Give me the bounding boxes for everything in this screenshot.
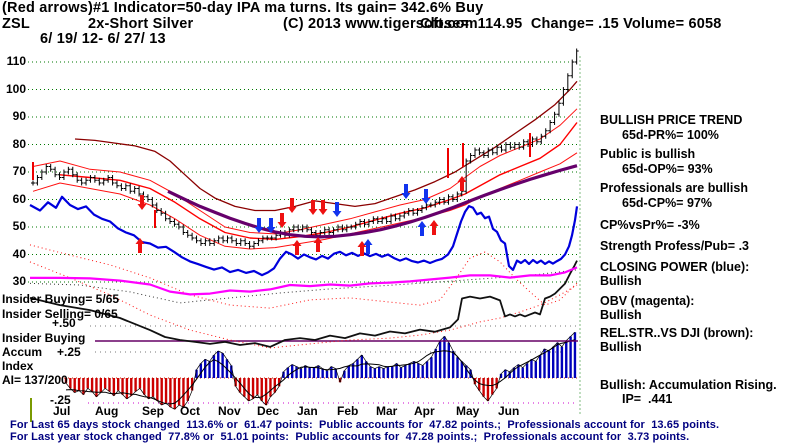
- obv-dotted-band: [29, 269, 578, 304]
- red-down-arrowhead: [308, 209, 318, 215]
- left-label-4: Accum: [2, 345, 43, 359]
- price-tick-70: 70: [12, 164, 26, 178]
- blue-down-arrowhead: [421, 198, 431, 204]
- panel-line-7: Strength Profess/Pub= .3: [600, 239, 749, 253]
- red-up-arrowhead: [357, 241, 367, 247]
- red-down-arrowhead: [287, 207, 297, 213]
- left-label-3: Insider Buying: [2, 331, 86, 345]
- left-label-7: AI= 137/200: [2, 373, 68, 387]
- panel-line-15: IP= .441: [622, 392, 673, 406]
- blue-up-arrowhead: [363, 239, 373, 245]
- panel-line-13: Bullish: [600, 340, 642, 354]
- obv-line: [30, 266, 578, 296]
- panel-line-0: BULLISH PRICE TREND: [600, 113, 743, 127]
- blue-down-arrowhead: [266, 227, 276, 233]
- price-tick-100: 100: [5, 81, 26, 96]
- copyright: (C) 2013 www.tigersoft.com: [283, 16, 478, 32]
- panel-line-5: 65d-CP%= 97%: [622, 196, 712, 210]
- panel-line-12: REL.STR..VS DJI (brown):: [600, 326, 754, 340]
- ticker-symbol: ZSL: [2, 16, 30, 32]
- date-range: 6/ 19/ 12- 6/ 27/ 13: [40, 31, 166, 47]
- panel-line-8: CLOSING POWER (blue):: [600, 260, 750, 274]
- red-up-arrowhead: [313, 237, 323, 243]
- accum-ma-line: [65, 339, 576, 405]
- red-up-arrowhead: [135, 238, 145, 244]
- price-band-upper: [32, 108, 578, 235]
- panel-line-4: Professionals are bullish: [600, 181, 748, 195]
- month-label-dec: Dec: [257, 404, 280, 418]
- month-label-oct: Oct: [180, 404, 201, 418]
- month-label-sep: Sep: [142, 404, 165, 418]
- red-up-arrowhead: [292, 240, 302, 246]
- month-label-apr: Apr: [414, 404, 435, 418]
- ma200-purple-line: [167, 164, 578, 239]
- panel-line-1: 65d-PR%= 100%: [622, 128, 719, 142]
- panel-line-11: Bullish: [600, 308, 642, 322]
- month-label-feb: Feb: [337, 404, 359, 418]
- panel-line-10: OBV (magenta):: [600, 294, 695, 308]
- blue-up-arrowhead: [417, 221, 427, 227]
- month-label-jul: Jul: [53, 404, 71, 418]
- left-label-2: +.50: [52, 316, 76, 330]
- month-label-aug: Aug: [95, 404, 119, 418]
- red-down-arrowhead: [137, 204, 147, 210]
- left-label-0: Insider Buying= 5/65: [2, 292, 120, 306]
- panel-line-6: CP%vsPr%= -3%: [600, 218, 700, 232]
- left-label-6: Index: [2, 359, 34, 373]
- month-label-mar: Mar: [376, 404, 398, 418]
- left-label-5: +.25: [57, 345, 81, 359]
- panel-line-14: Bullish: Accumulation Rising.: [600, 378, 777, 392]
- price-tick-40: 40: [12, 246, 26, 261]
- red-up-arrowhead: [457, 176, 467, 182]
- relstr-dotted-band: [29, 261, 578, 349]
- relative-strength-line: [29, 260, 578, 348]
- month-label-nov: Nov: [218, 404, 241, 418]
- security-name: 2x-Short Silver: [88, 16, 194, 32]
- red-down-arrowhead: [277, 222, 287, 228]
- panel-line-2: Public is bullish: [600, 147, 696, 161]
- footer-stats-year: For Last year stock changed 77.8% or 51.…: [10, 431, 690, 443]
- month-label-jan: Jan: [297, 404, 318, 418]
- price-tick-60: 60: [12, 191, 26, 206]
- footer-stats-65d: For Last 65 days stock changed 113.6% or…: [10, 419, 720, 431]
- red-up-arrowhead: [429, 220, 439, 226]
- blue-down-arrowhead: [401, 193, 411, 199]
- panel-line-3: 65d-OP%= 93%: [622, 162, 713, 176]
- blue-down-arrowhead: [254, 227, 264, 233]
- blue-down-arrowhead: [332, 211, 342, 217]
- month-label-jun: Jun: [498, 404, 520, 418]
- price-tick-50: 50: [12, 219, 26, 233]
- indicator-title: (Red arrows)#1 Indicator=50-day IPA ma t…: [2, 0, 484, 16]
- ma50-red-line: [59, 122, 578, 241]
- price-tick-110: 110: [6, 54, 26, 68]
- closing-power-line: [29, 195, 579, 277]
- price-band-lower: [32, 152, 578, 250]
- left-label-8: -.25: [50, 393, 71, 407]
- left-label-1: Insider Selling= 0/65: [2, 307, 118, 321]
- month-label-may: May: [456, 404, 480, 418]
- price-tick-80: 80: [12, 136, 26, 151]
- accum-envelope: [65, 331, 576, 410]
- price-tick-30: 30: [12, 274, 26, 288]
- price-tick-90: 90: [12, 109, 26, 123]
- panel-line-9: Bullish: [600, 274, 642, 288]
- quote-line: Close= 114.95 Change= .15 Volume= 6058: [420, 16, 722, 32]
- red-down-arrowhead: [318, 209, 328, 215]
